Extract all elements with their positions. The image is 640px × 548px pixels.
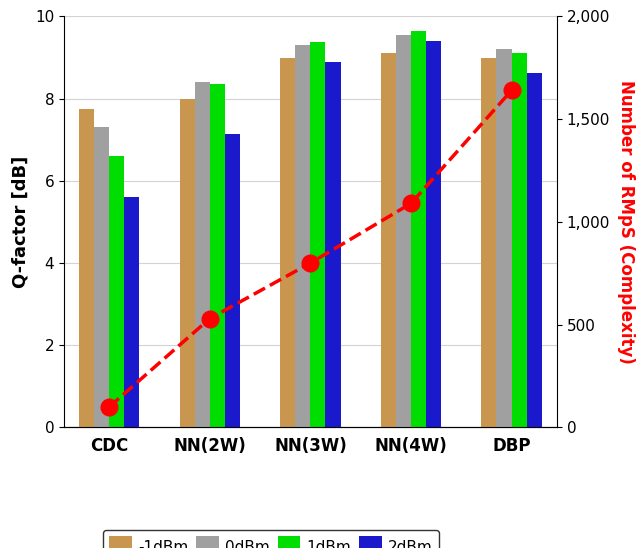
Bar [381, 54, 396, 427]
Legend: -1dBm, 0dBm, 1dBm, 2dBm: -1dBm, 0dBm, 1dBm, 2dBm [103, 530, 439, 548]
Bar [195, 82, 210, 427]
Bar [497, 49, 511, 427]
Bar [180, 99, 195, 427]
Bar [326, 62, 340, 427]
Bar [511, 54, 527, 427]
Bar [310, 42, 326, 427]
Bar [94, 128, 109, 427]
Bar [109, 156, 124, 427]
Bar [426, 41, 441, 427]
Bar [396, 35, 411, 427]
Y-axis label: Q-factor [dB]: Q-factor [dB] [12, 156, 29, 288]
Bar [225, 134, 240, 427]
Bar [210, 84, 225, 427]
Bar [411, 31, 426, 427]
Bar [79, 109, 94, 427]
Bar [481, 58, 497, 427]
Bar [124, 197, 140, 427]
Bar [280, 58, 295, 427]
Bar [295, 45, 310, 427]
Bar [527, 73, 541, 427]
Y-axis label: Number of RMpS (Complexity): Number of RMpS (Complexity) [617, 80, 635, 364]
